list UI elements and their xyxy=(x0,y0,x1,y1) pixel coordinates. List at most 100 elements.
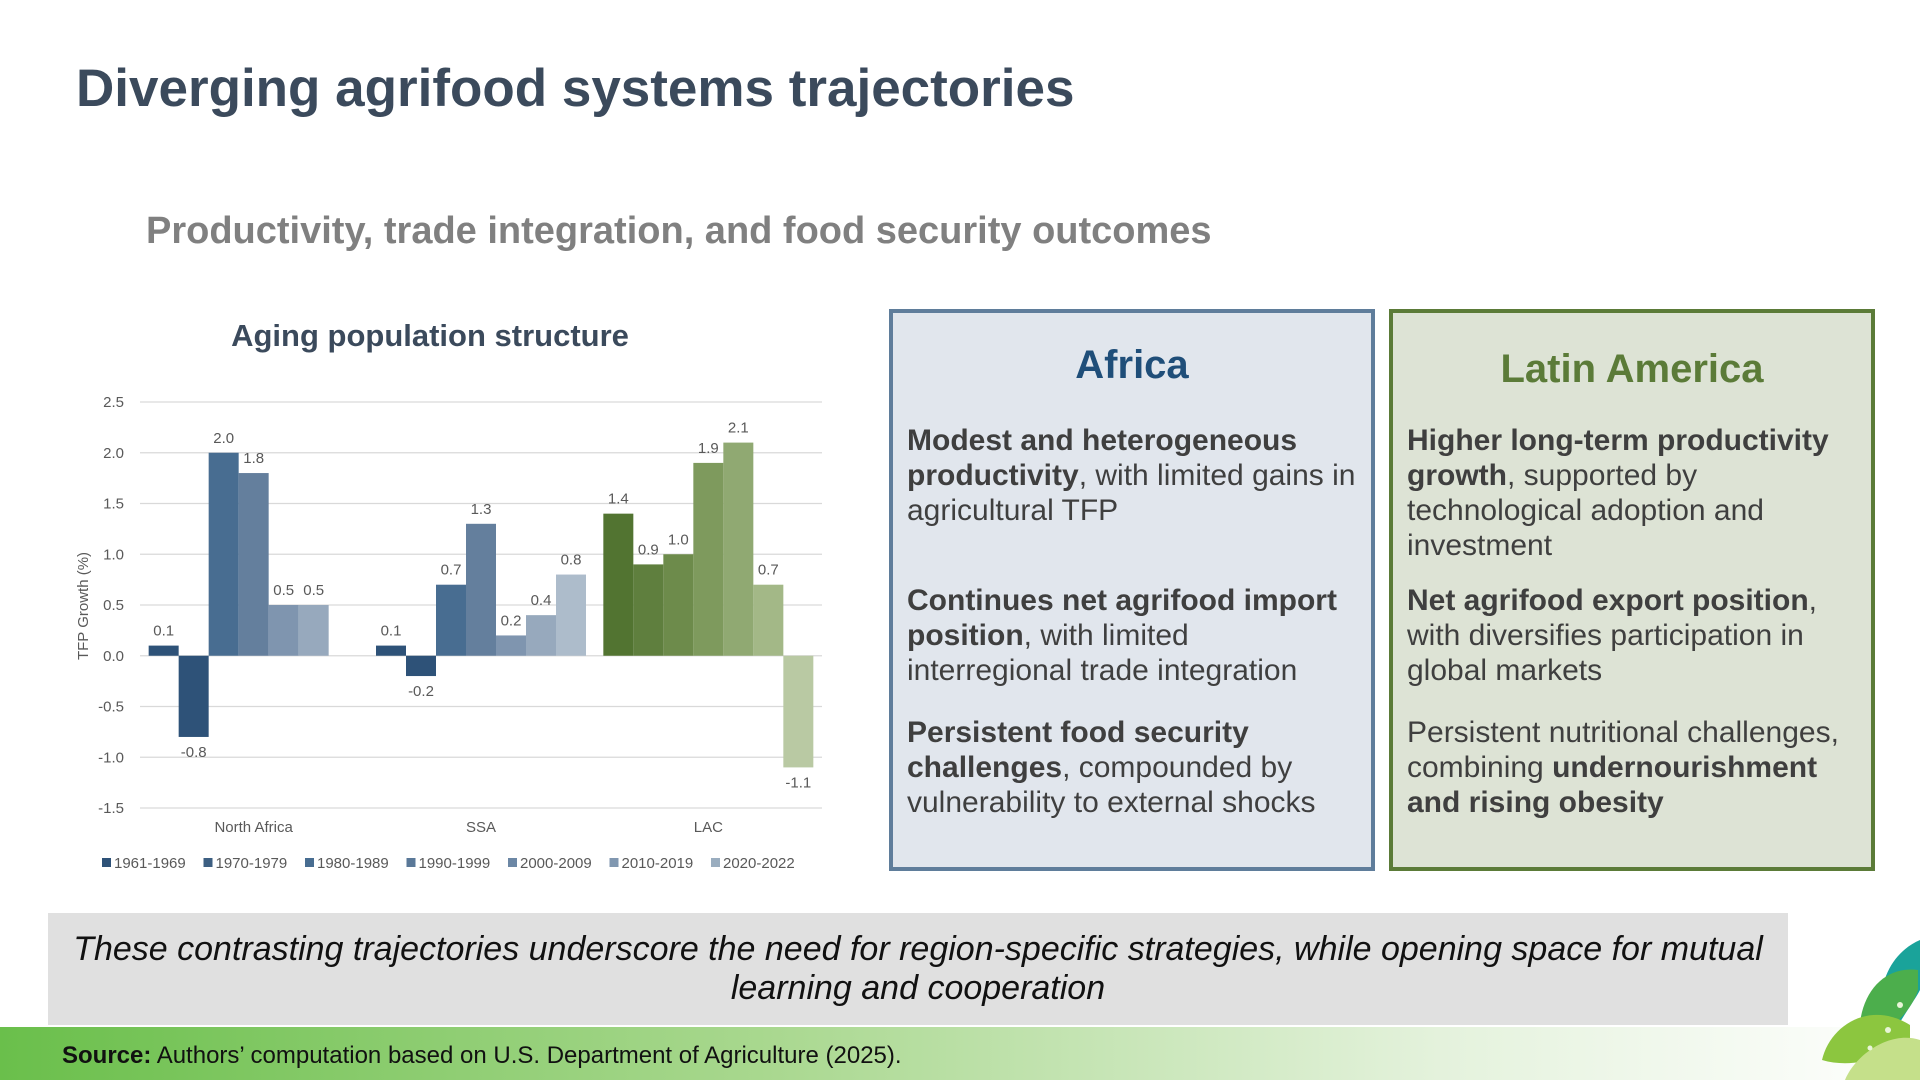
legend-entry: 2020-2022 xyxy=(723,855,795,872)
africa-panel: Africa Modest and heterogeneous producti… xyxy=(889,309,1375,871)
legend-entry: 1980-1989 xyxy=(317,855,389,872)
source-note: Source: Authors’ computation based on U.… xyxy=(62,1042,902,1070)
africa-heading: Africa xyxy=(1075,343,1189,387)
data-label: 0.4 xyxy=(531,592,552,609)
tfp-growth-chart: 0.1 -0.8 2.0 1.8 0.5 0.5 0.1 -0.2 0.7 1.3 0.2 0.4 0.… xyxy=(75,394,822,872)
y-axis-title: TFP Growth (%) xyxy=(75,552,92,660)
x-category-label: LAC xyxy=(694,819,723,836)
bar xyxy=(783,655,814,768)
data-label: 0.5 xyxy=(303,582,324,599)
legend-entry: 2010-2019 xyxy=(622,855,694,872)
legend-swatch xyxy=(406,858,416,867)
y-tick-label: 1.0 xyxy=(103,546,124,563)
bar xyxy=(238,473,269,656)
data-label: 1.8 xyxy=(243,450,264,467)
y-tick-label: -1.5 xyxy=(98,800,124,817)
x-category-label: North Africa xyxy=(214,819,293,836)
leaf-logo-icon xyxy=(1822,940,1920,1080)
data-labels: 0.1 -0.8 2.0 1.8 0.5 0.5 0.1 -0.2 0.7 1.3 0.2 0.4 0.… xyxy=(153,420,811,792)
data-label: -0.2 xyxy=(408,683,434,700)
conclusion-text: These contrasting trajectories underscor… xyxy=(73,930,1763,1007)
data-label: 0.8 xyxy=(561,552,582,569)
data-label: 2.1 xyxy=(728,420,749,437)
bar xyxy=(178,655,209,737)
bar xyxy=(633,564,664,656)
legend-swatch xyxy=(711,858,720,867)
bar xyxy=(753,584,784,656)
data-label: -1.1 xyxy=(785,774,811,791)
latam-point1-bold: Higher long-term productivity growth xyxy=(1407,424,1829,492)
data-label: 0.1 xyxy=(153,623,174,640)
bar xyxy=(663,554,694,656)
data-label: 0.7 xyxy=(758,562,779,579)
conclusion-box: These contrasting trajectories underscor… xyxy=(48,913,1788,1025)
legend-entry: 1961-1969 xyxy=(114,855,186,872)
bar xyxy=(466,523,496,656)
x-axis-categories: North Africa SSA LAC xyxy=(214,819,723,836)
africa-point3-rest: , compounded by vulnerability to externa… xyxy=(907,751,1316,819)
latam-point3-bold: undernourishment and rising obesity xyxy=(1407,751,1818,819)
latam-heading: Latin America xyxy=(1500,347,1764,391)
bar xyxy=(603,513,634,656)
africa-trade-point: Continues net agrifood import position, … xyxy=(907,583,1361,688)
latam-productivity-point: Higher long-term productivity growth, su… xyxy=(1407,423,1861,563)
latam-nutrition-point: Persistent nutritional challenges, combi… xyxy=(1407,715,1861,820)
data-label: 1.9 xyxy=(698,440,719,457)
bars xyxy=(148,442,814,768)
slide-title: Diverging agrifood systems trajectories xyxy=(76,59,1075,118)
source-citation: Authors’ computation based on U.S. Depar… xyxy=(151,1042,902,1069)
legend-entry: 1970-1979 xyxy=(216,855,288,872)
africa-point2-bold: Continues net agrifood import position xyxy=(907,584,1337,652)
data-label: 0.2 xyxy=(501,612,522,629)
bar xyxy=(693,462,724,656)
legend-swatch xyxy=(609,858,619,867)
legend-entry: 1990-1999 xyxy=(419,855,491,872)
latam-point2-rest: , with diversifies participation in glob… xyxy=(1407,584,1818,687)
data-label: 0.1 xyxy=(381,623,402,640)
data-label: 1.4 xyxy=(608,491,629,508)
bar xyxy=(406,655,436,677)
africa-productivity-point: Modest and heterogeneous productivity, w… xyxy=(907,423,1361,528)
y-tick-label: -1.0 xyxy=(98,749,124,766)
y-tick-label: 2.5 xyxy=(103,394,124,411)
y-axis-ticks: 2.5 2.0 1.5 1.0 0.5 0.0 -0.5 -1.0 -1.5 xyxy=(98,394,124,817)
bar xyxy=(268,605,299,656)
source-bar xyxy=(0,1027,1920,1080)
y-tick-label: 2.0 xyxy=(103,445,124,462)
latam-trade-point: Net agrifood export position, with diver… xyxy=(1407,583,1861,688)
bar xyxy=(208,452,239,656)
y-tick-label: 1.5 xyxy=(103,496,124,513)
bar xyxy=(148,645,179,656)
africa-point2-rest: , with limited interregional trade integ… xyxy=(907,619,1298,687)
bar xyxy=(436,584,466,656)
latam-point1-rest: , supported by technological adoption an… xyxy=(1407,459,1764,562)
source-label: Source: xyxy=(62,1042,152,1069)
y-tick-label: -0.5 xyxy=(98,699,124,716)
legend-swatch xyxy=(508,858,517,867)
legend: 1961-1969 1970-1979 1980-1989 1990-1999 2000… xyxy=(102,855,795,872)
legend-swatch xyxy=(102,858,111,867)
data-label: -0.8 xyxy=(181,744,207,761)
africa-point1-rest: , with limited gains in agricultural TFP xyxy=(907,459,1356,527)
latam-panel: Latin America Higher long-term productiv… xyxy=(1389,309,1875,871)
x-category-label: SSA xyxy=(466,819,496,836)
bar xyxy=(723,442,754,656)
data-label: 0.9 xyxy=(638,541,659,558)
y-tick-label: 0.0 xyxy=(103,648,124,665)
legend-swatch xyxy=(305,858,314,867)
data-label: 0.7 xyxy=(441,562,462,579)
legend-entry: 2000-2009 xyxy=(520,855,592,872)
legend-swatch xyxy=(203,858,213,867)
data-label: 2.0 xyxy=(213,430,234,447)
bar xyxy=(298,605,329,656)
bar xyxy=(376,645,406,656)
data-label: 1.0 xyxy=(668,531,689,548)
slide-subtitle: Productivity, trade integration, and foo… xyxy=(146,210,1212,252)
africa-point3-bold: Persistent food security challenges xyxy=(907,716,1249,784)
bar xyxy=(496,635,526,656)
data-label: 0.5 xyxy=(273,582,294,599)
data-label: 1.3 xyxy=(471,501,492,518)
chart-title: Aging population structure xyxy=(231,318,629,353)
y-tick-label: 0.5 xyxy=(103,597,124,614)
bar xyxy=(526,615,556,656)
